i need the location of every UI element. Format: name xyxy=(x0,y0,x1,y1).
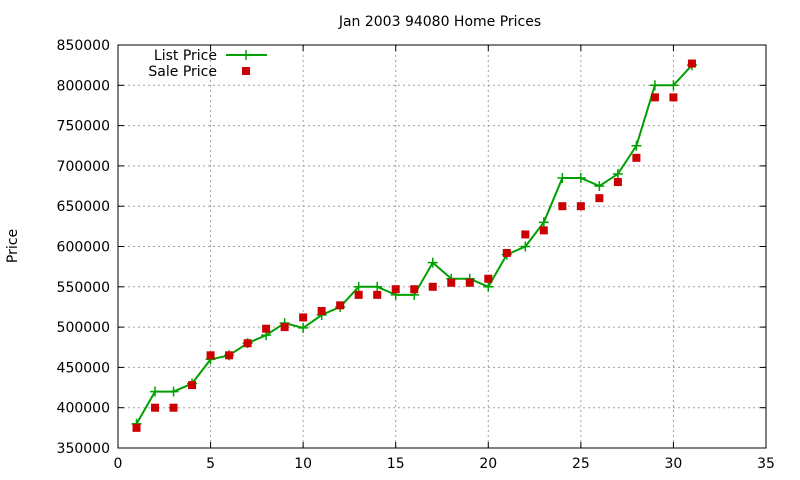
legend-marker-list-price xyxy=(241,50,251,60)
list-price-point xyxy=(168,386,179,397)
sale-price-point xyxy=(151,403,160,412)
sale-price-point xyxy=(262,324,271,333)
sale-price-point xyxy=(502,248,511,257)
x-tick-labels: 0 5 10 15 20 25 30 35 xyxy=(114,456,775,472)
sale-price-point xyxy=(280,323,289,332)
sale-price-point xyxy=(558,202,567,211)
y-tick-label: 550000 xyxy=(57,280,110,296)
sale-price-point xyxy=(521,230,530,239)
list-price-point xyxy=(668,80,679,91)
list-price-point xyxy=(631,140,642,151)
list-price-point xyxy=(483,281,494,292)
sale-price-point xyxy=(206,351,215,360)
chart-title: Jan 2003 94080 Home Prices xyxy=(338,14,541,30)
sale-price-point xyxy=(687,59,696,68)
y-tick-label: 450000 xyxy=(57,360,110,376)
y-tick-label: 600000 xyxy=(57,240,110,256)
x-tick-label: 15 xyxy=(387,456,405,472)
sale-price-point xyxy=(650,93,659,102)
sale-price-point xyxy=(188,381,197,390)
sale-price-point xyxy=(169,403,178,412)
list-price-point xyxy=(298,322,309,333)
sale-price-point xyxy=(225,351,234,360)
sale-price-point xyxy=(447,278,456,287)
x-tick-label: 25 xyxy=(572,456,590,472)
sale-price-point xyxy=(336,301,345,310)
x-tick-label: 5 xyxy=(206,456,215,472)
sale-price-point xyxy=(317,306,326,315)
sale-price-point xyxy=(669,93,678,102)
legend-label-sale-price: Sale Price xyxy=(148,64,217,80)
x-tick-label: 30 xyxy=(665,456,683,472)
sale-price-point xyxy=(613,178,622,187)
x-tick-label: 35 xyxy=(757,456,775,472)
sale-price-point xyxy=(576,202,585,211)
sale-price-point xyxy=(428,282,437,291)
y-tick-label: 350000 xyxy=(57,441,110,457)
sale-price-point xyxy=(132,423,141,432)
x-tick-label: 20 xyxy=(479,456,497,472)
legend: List Price Sale Price xyxy=(148,48,267,80)
x-tick-label: 0 xyxy=(114,456,123,472)
y-axis-label: Price xyxy=(5,229,21,263)
y-tick-label: 700000 xyxy=(57,159,110,175)
grid xyxy=(117,44,767,449)
list-price-point xyxy=(538,217,549,228)
sale-price-point xyxy=(299,313,308,322)
list-price-point xyxy=(594,181,605,192)
y-tick-label: 850000 xyxy=(57,38,110,54)
list-price-point xyxy=(520,241,531,252)
list-price-point xyxy=(612,168,623,179)
y-tick-label: 650000 xyxy=(57,199,110,215)
sale-price-point xyxy=(373,290,382,299)
plot-frame xyxy=(117,44,767,449)
x-tick-label: 10 xyxy=(294,456,312,472)
y-tick-label: 750000 xyxy=(57,119,110,135)
y-tick-label: 500000 xyxy=(57,320,110,336)
sale-price-point xyxy=(539,226,548,235)
sale-price-point xyxy=(354,290,363,299)
sale-price-point xyxy=(465,278,474,287)
legend-marker-sale-price xyxy=(242,67,250,75)
list-price-point xyxy=(150,386,161,397)
sale-price-point xyxy=(632,153,641,162)
sale-price-point xyxy=(595,194,604,203)
list-price-line xyxy=(135,64,693,425)
list-price-point xyxy=(575,172,586,183)
list-price-point xyxy=(557,172,568,183)
list-price-point xyxy=(353,281,364,292)
list-price-point xyxy=(649,80,660,91)
y-tick-label: 800000 xyxy=(57,78,110,94)
legend-label-list-price: List Price xyxy=(154,48,217,64)
y-tick-label: 400000 xyxy=(57,401,110,417)
series-layer xyxy=(131,59,697,432)
sale-price-point xyxy=(484,274,493,283)
y-tick-labels: 350000 400000 450000 500000 550000 600000 6500… xyxy=(57,38,110,457)
sale-price-point xyxy=(243,339,252,348)
sale-price-point xyxy=(391,285,400,294)
sale-price-point xyxy=(410,285,419,294)
list-price-point xyxy=(427,257,438,268)
list-price-point xyxy=(372,281,383,292)
